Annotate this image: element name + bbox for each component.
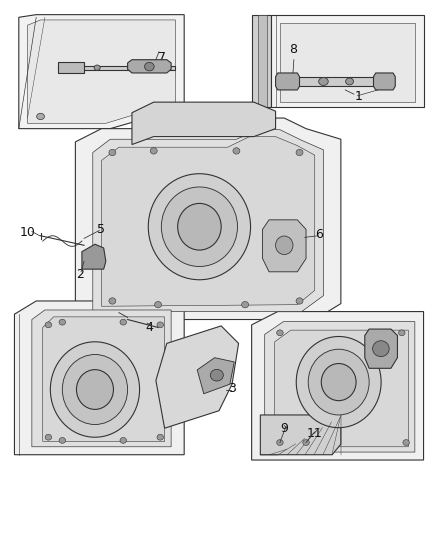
- Polygon shape: [28, 20, 176, 123]
- Ellipse shape: [399, 330, 405, 336]
- Ellipse shape: [161, 187, 237, 266]
- Polygon shape: [19, 14, 184, 128]
- Polygon shape: [262, 220, 306, 272]
- Polygon shape: [252, 14, 271, 108]
- Polygon shape: [265, 321, 415, 452]
- Ellipse shape: [155, 302, 162, 308]
- Polygon shape: [156, 326, 239, 428]
- Ellipse shape: [277, 440, 283, 446]
- Ellipse shape: [319, 77, 328, 85]
- Ellipse shape: [303, 440, 309, 446]
- Polygon shape: [278, 77, 393, 86]
- Polygon shape: [58, 66, 176, 70]
- Ellipse shape: [120, 319, 127, 325]
- Ellipse shape: [120, 438, 127, 443]
- Polygon shape: [14, 301, 184, 455]
- Ellipse shape: [373, 341, 389, 357]
- Ellipse shape: [94, 65, 100, 70]
- Text: 11: 11: [307, 427, 323, 440]
- Polygon shape: [280, 22, 415, 102]
- Polygon shape: [374, 73, 395, 90]
- Ellipse shape: [308, 349, 369, 415]
- Ellipse shape: [59, 438, 66, 443]
- Ellipse shape: [277, 330, 283, 336]
- Polygon shape: [197, 358, 234, 394]
- Ellipse shape: [50, 342, 140, 437]
- Ellipse shape: [210, 369, 223, 381]
- Polygon shape: [43, 317, 165, 441]
- Polygon shape: [102, 136, 315, 306]
- Polygon shape: [132, 102, 276, 144]
- Text: 9: 9: [280, 422, 288, 435]
- Polygon shape: [365, 329, 397, 368]
- Ellipse shape: [296, 149, 303, 156]
- Polygon shape: [75, 118, 341, 319]
- Text: 3: 3: [228, 382, 236, 395]
- Ellipse shape: [45, 322, 52, 328]
- Text: 1: 1: [354, 90, 362, 103]
- Ellipse shape: [150, 148, 157, 154]
- Ellipse shape: [242, 302, 249, 308]
- Polygon shape: [127, 60, 171, 73]
- Ellipse shape: [403, 440, 410, 446]
- Ellipse shape: [62, 354, 127, 424]
- Ellipse shape: [157, 322, 163, 328]
- Ellipse shape: [77, 369, 113, 409]
- Polygon shape: [58, 62, 84, 74]
- Ellipse shape: [178, 204, 221, 250]
- Polygon shape: [276, 73, 300, 90]
- Ellipse shape: [296, 298, 303, 304]
- Ellipse shape: [109, 298, 116, 304]
- Text: 8: 8: [289, 43, 297, 55]
- Text: 10: 10: [20, 225, 35, 239]
- Text: 2: 2: [76, 268, 84, 281]
- Polygon shape: [93, 130, 323, 312]
- Ellipse shape: [37, 114, 45, 119]
- Ellipse shape: [157, 434, 163, 440]
- Polygon shape: [258, 14, 267, 108]
- Ellipse shape: [145, 62, 154, 71]
- Text: 4: 4: [145, 321, 153, 334]
- Ellipse shape: [321, 364, 356, 401]
- Ellipse shape: [109, 149, 116, 156]
- Polygon shape: [260, 415, 341, 455]
- Ellipse shape: [276, 236, 293, 255]
- Polygon shape: [82, 244, 106, 269]
- Text: 5: 5: [98, 223, 106, 236]
- Text: 6: 6: [315, 228, 323, 241]
- Polygon shape: [275, 330, 408, 447]
- Ellipse shape: [346, 78, 353, 85]
- Ellipse shape: [296, 336, 381, 427]
- Text: 7: 7: [159, 51, 166, 63]
- Ellipse shape: [233, 148, 240, 154]
- Polygon shape: [252, 312, 424, 460]
- Ellipse shape: [45, 434, 52, 440]
- Polygon shape: [271, 14, 424, 108]
- Polygon shape: [32, 310, 171, 447]
- Ellipse shape: [59, 319, 66, 325]
- Ellipse shape: [148, 174, 251, 280]
